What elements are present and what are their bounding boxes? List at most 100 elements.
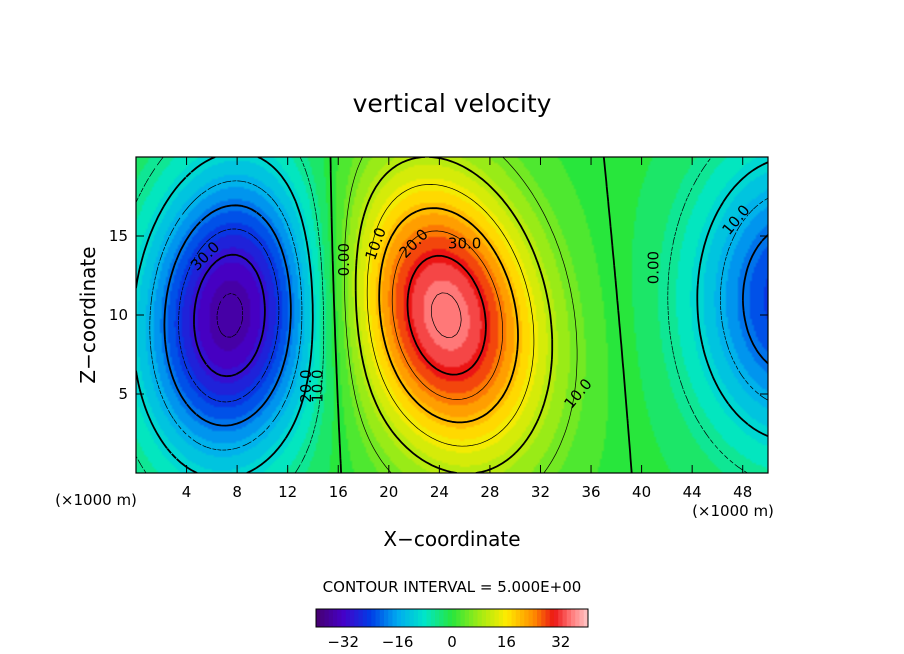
colorbar-cell [362, 609, 368, 627]
colorbar-cell [358, 609, 364, 627]
colorbar-cell [384, 609, 389, 627]
colorbar-cell [375, 609, 381, 627]
colorbar-cell [464, 609, 470, 627]
contour-line [136, 157, 748, 473]
colorbar-cell [498, 609, 504, 627]
colorbar-cell [486, 609, 491, 627]
x-tick-label: 24 [430, 483, 449, 501]
colorbar-cell [443, 609, 449, 627]
colorbar-cell [545, 609, 551, 627]
x-tick-label: 48 [733, 483, 752, 501]
colorbar-cell [583, 609, 589, 627]
colorbar-cell [566, 609, 572, 627]
colorbar-cell [379, 609, 385, 627]
colorbar-cell [396, 609, 402, 627]
colorbar-cell [439, 609, 444, 627]
chart-title: vertical velocity [353, 89, 552, 118]
contour-line [193, 253, 266, 378]
contour-label: 30.0 [448, 234, 481, 252]
colorbar-cell [511, 609, 517, 627]
colorbar-cell [494, 609, 500, 627]
colorbar-cell [477, 609, 483, 627]
contour-line [149, 180, 768, 451]
contour-interval: CONTOUR INTERVAL = 5.000E+00 [323, 578, 582, 596]
colorbar-cell [367, 609, 372, 627]
colorbar-cell [520, 609, 525, 627]
colorbar-cell [473, 609, 478, 627]
contour-line [430, 292, 462, 338]
colorbar-cell [562, 609, 568, 627]
x-tick-label: 40 [632, 483, 651, 501]
x-axis-label: X−coordinate [383, 527, 520, 551]
x-unit-right: (×1000 m) [692, 502, 774, 520]
x-tick-label: 28 [480, 483, 499, 501]
colorbar-cell [341, 609, 347, 627]
contour-line [329, 157, 633, 473]
colorbar-cell [481, 609, 487, 627]
x-axis: 4 8 12 16 20 24 28 32 36 40 44 48 [182, 157, 752, 501]
colorbar-cell [549, 609, 555, 627]
y-axis: 5 10 15 [109, 227, 768, 403]
colorbar-tick-label: −32 [327, 633, 359, 651]
contour-label: 0.00 [335, 243, 353, 276]
colorbar-cell [435, 609, 440, 627]
colorbar-cell [422, 609, 427, 627]
colorbar-cell [515, 609, 521, 627]
colorbar-cell [430, 609, 436, 627]
x-tick-label: 12 [278, 483, 297, 501]
x-tick-label: 36 [581, 483, 600, 501]
colorbar-cell [354, 609, 359, 627]
x-unit-left: (×1000 m) [55, 491, 137, 509]
contour-line [216, 293, 244, 338]
colorbar-cell [575, 609, 580, 627]
contour-line [406, 254, 487, 376]
colorbar-cell [371, 609, 376, 627]
colorbar-cell [426, 609, 432, 627]
colorbar-cell [571, 609, 576, 627]
colorbar-cell [490, 609, 495, 627]
x-tick-label: 44 [683, 483, 702, 501]
colorbar-cell [405, 609, 410, 627]
colorbar-cell [324, 609, 330, 627]
colorbar-tick-label: 16 [497, 633, 516, 651]
colorbar-cell [524, 609, 529, 627]
colorbar-cell [507, 609, 512, 627]
contour-line [178, 228, 280, 403]
colorbar-cell [456, 609, 461, 627]
x-tick-label: 8 [232, 483, 242, 501]
colorbar-cell [316, 609, 321, 627]
colorbar-cell [460, 609, 466, 627]
colorbar-cell [350, 609, 355, 627]
contour-line [163, 204, 768, 427]
contour-label: 0.00 [645, 251, 663, 284]
x-tick-label: 16 [329, 483, 348, 501]
contour-line [366, 184, 535, 447]
colorbar-cell [320, 609, 325, 627]
colorbar-cell [345, 609, 351, 627]
colorbar-tick-label: −16 [382, 633, 414, 651]
colorbar-cell [328, 609, 334, 627]
colorbar-cell [409, 609, 415, 627]
contour-label: 10.0 [309, 369, 327, 402]
colorbar-cell [532, 609, 538, 627]
colorbar-cell [392, 609, 398, 627]
colorbar-cell [558, 609, 563, 627]
contour-line [354, 157, 554, 473]
x-tick-label: 20 [379, 483, 398, 501]
colorbar-cell [337, 609, 342, 627]
contour-line [378, 207, 519, 424]
x-tick-label: 32 [531, 483, 550, 501]
x-tick-label: 4 [182, 483, 192, 501]
velocity-field [136, 157, 768, 473]
colorbar-cell [333, 609, 338, 627]
colorbar-cell [579, 609, 585, 627]
colorbar-cell [503, 609, 508, 627]
colorbar-cell [452, 609, 457, 627]
colorbar-cell [469, 609, 474, 627]
contour-line [136, 157, 768, 473]
contour-lines [136, 157, 768, 473]
colorbar-cell [447, 609, 453, 627]
colorbar-cell [541, 609, 546, 627]
